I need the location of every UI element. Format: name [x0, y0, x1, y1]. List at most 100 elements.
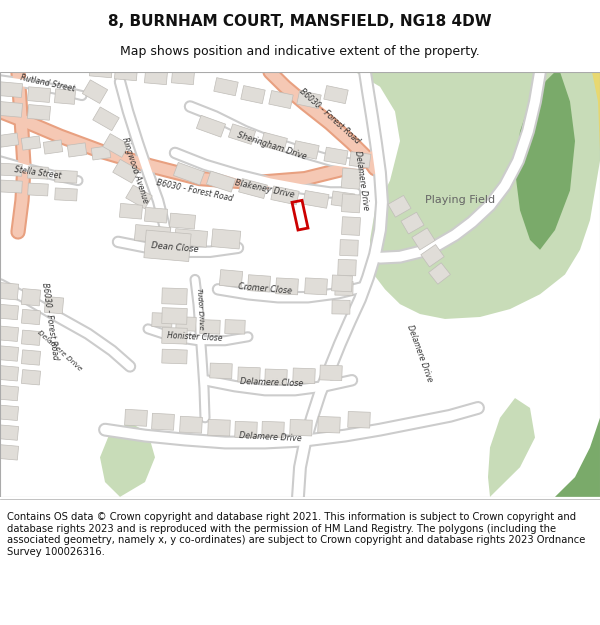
- Polygon shape: [401, 213, 424, 234]
- Polygon shape: [349, 152, 371, 168]
- Text: Rutland Street: Rutland Street: [20, 74, 76, 94]
- Polygon shape: [290, 419, 312, 436]
- Polygon shape: [162, 328, 187, 344]
- Polygon shape: [145, 69, 167, 84]
- Text: Delamere Drive: Delamere Drive: [406, 324, 434, 383]
- Polygon shape: [44, 296, 64, 314]
- Polygon shape: [515, 72, 575, 250]
- Polygon shape: [271, 186, 299, 205]
- Polygon shape: [176, 317, 196, 331]
- Polygon shape: [338, 259, 356, 276]
- Polygon shape: [592, 72, 600, 151]
- Text: Delamere Close: Delamere Close: [240, 377, 304, 388]
- Text: Cromer Close: Cromer Close: [238, 282, 292, 296]
- Polygon shape: [200, 319, 220, 334]
- Polygon shape: [320, 365, 342, 381]
- Polygon shape: [28, 183, 49, 196]
- Polygon shape: [269, 91, 293, 109]
- Polygon shape: [488, 398, 535, 497]
- Text: Playing Field: Playing Field: [425, 196, 495, 206]
- Polygon shape: [0, 133, 19, 147]
- Polygon shape: [152, 413, 175, 430]
- Polygon shape: [0, 386, 19, 401]
- Polygon shape: [115, 65, 137, 81]
- Polygon shape: [113, 159, 139, 183]
- Polygon shape: [555, 418, 600, 497]
- Polygon shape: [43, 140, 63, 154]
- Polygon shape: [28, 87, 50, 103]
- Polygon shape: [303, 191, 329, 208]
- Polygon shape: [214, 78, 238, 96]
- Polygon shape: [89, 62, 113, 78]
- Polygon shape: [229, 124, 256, 144]
- Polygon shape: [208, 419, 230, 436]
- Polygon shape: [324, 147, 348, 164]
- Polygon shape: [0, 326, 19, 341]
- Polygon shape: [421, 244, 444, 267]
- Polygon shape: [22, 369, 41, 385]
- Polygon shape: [341, 194, 361, 213]
- Polygon shape: [91, 146, 111, 160]
- Text: Blakeney Drive: Blakeney Drive: [235, 177, 296, 199]
- Text: Honister Close: Honister Close: [167, 331, 223, 342]
- Polygon shape: [293, 368, 315, 384]
- Polygon shape: [355, 72, 600, 319]
- Polygon shape: [134, 224, 170, 243]
- Polygon shape: [179, 416, 202, 433]
- Text: Sheringham Drive: Sheringham Drive: [236, 131, 308, 161]
- Polygon shape: [265, 369, 287, 384]
- Text: 8, BURNHAM COURT, MANSFIELD, NG18 4DW: 8, BURNHAM COURT, MANSFIELD, NG18 4DW: [108, 14, 492, 29]
- Polygon shape: [210, 363, 232, 379]
- Polygon shape: [0, 445, 19, 460]
- Text: Tudor Drive: Tudor Drive: [196, 288, 204, 330]
- Polygon shape: [241, 86, 265, 104]
- Text: Ringwood Avenue: Ringwood Avenue: [120, 137, 150, 205]
- Polygon shape: [175, 229, 208, 247]
- Text: Delamere Drive: Delamere Drive: [353, 150, 371, 211]
- Polygon shape: [275, 278, 298, 295]
- Text: Stella Street: Stella Street: [14, 165, 62, 181]
- Polygon shape: [324, 86, 348, 104]
- Polygon shape: [28, 104, 50, 120]
- Polygon shape: [0, 180, 22, 193]
- Polygon shape: [162, 349, 187, 364]
- Polygon shape: [412, 228, 435, 250]
- Polygon shape: [196, 116, 226, 137]
- Text: Delamere Drive: Delamere Drive: [238, 431, 302, 444]
- Polygon shape: [55, 89, 76, 104]
- Polygon shape: [206, 171, 236, 192]
- Polygon shape: [0, 405, 19, 421]
- Text: Delamere Drive: Delamere Drive: [37, 329, 83, 372]
- Polygon shape: [297, 91, 321, 109]
- Polygon shape: [428, 262, 451, 284]
- Polygon shape: [332, 300, 350, 314]
- Polygon shape: [144, 230, 191, 261]
- Text: Contains OS data © Crown copyright and database right 2021. This information is : Contains OS data © Crown copyright and d…: [7, 512, 586, 557]
- Polygon shape: [211, 229, 241, 249]
- Polygon shape: [173, 162, 205, 185]
- Polygon shape: [318, 416, 340, 433]
- Polygon shape: [332, 275, 352, 292]
- Polygon shape: [335, 281, 353, 296]
- Polygon shape: [340, 239, 358, 256]
- Text: B6030 - Forest Road: B6030 - Forest Road: [40, 282, 60, 360]
- Polygon shape: [55, 188, 77, 201]
- Text: Map shows position and indicative extent of the property.: Map shows position and indicative extent…: [120, 45, 480, 58]
- Polygon shape: [67, 143, 87, 157]
- Polygon shape: [293, 141, 319, 159]
- Polygon shape: [247, 275, 271, 292]
- Polygon shape: [238, 367, 260, 382]
- Polygon shape: [0, 366, 19, 381]
- Polygon shape: [0, 82, 23, 98]
- Polygon shape: [388, 196, 411, 217]
- Polygon shape: [152, 312, 172, 328]
- Polygon shape: [169, 213, 196, 229]
- Text: B6030 - Forest Road: B6030 - Forest Road: [156, 178, 234, 203]
- Polygon shape: [0, 304, 19, 320]
- Polygon shape: [305, 278, 328, 295]
- Polygon shape: [162, 288, 187, 304]
- Text: Dean Close: Dean Close: [151, 241, 199, 254]
- Polygon shape: [262, 421, 284, 438]
- Polygon shape: [260, 132, 287, 152]
- Polygon shape: [0, 163, 22, 176]
